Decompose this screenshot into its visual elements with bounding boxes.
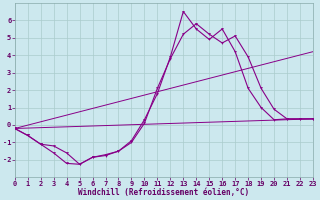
X-axis label: Windchill (Refroidissement éolien,°C): Windchill (Refroidissement éolien,°C) xyxy=(78,188,249,197)
